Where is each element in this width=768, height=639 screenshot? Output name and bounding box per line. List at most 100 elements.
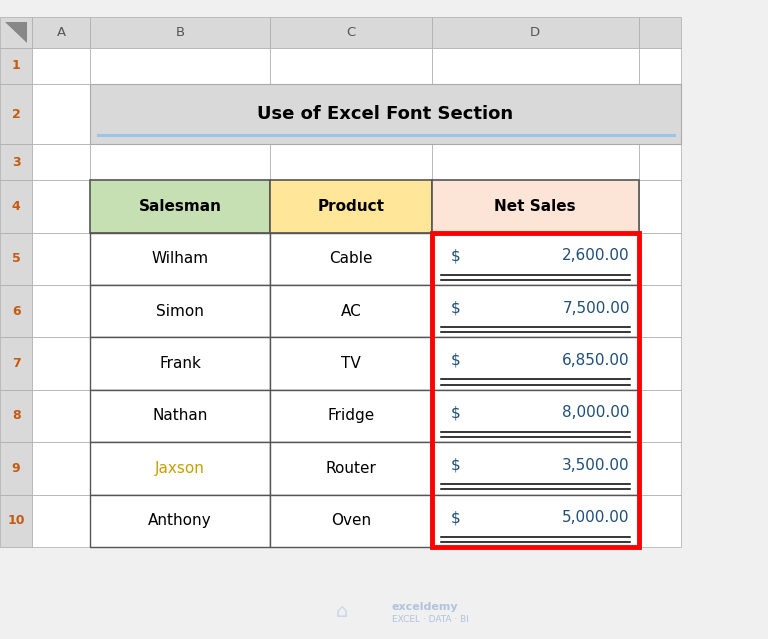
Bar <box>270 180 432 233</box>
Text: ⌂: ⌂ <box>336 602 348 621</box>
Bar <box>432 442 639 495</box>
Text: Oven: Oven <box>331 513 371 528</box>
Bar <box>0 17 32 48</box>
Text: 1: 1 <box>12 59 21 72</box>
Bar <box>270 495 432 547</box>
Text: B: B <box>176 26 184 39</box>
Text: Anthony: Anthony <box>148 513 212 528</box>
Bar <box>639 390 681 442</box>
Text: 8: 8 <box>12 410 21 422</box>
Bar <box>432 390 639 442</box>
Bar <box>432 180 639 233</box>
Bar <box>639 233 681 285</box>
Bar <box>0 337 32 390</box>
Bar <box>432 285 639 337</box>
Text: Use of Excel Font Section: Use of Excel Font Section <box>257 105 514 123</box>
Bar <box>432 390 639 442</box>
Text: Nathan: Nathan <box>152 408 208 424</box>
Bar <box>90 390 270 442</box>
Bar <box>432 233 639 285</box>
Bar <box>639 442 681 495</box>
Bar <box>90 84 270 144</box>
Text: $: $ <box>451 353 461 368</box>
Text: Frank: Frank <box>159 356 201 371</box>
Bar <box>32 390 90 442</box>
Bar <box>270 285 432 337</box>
Text: EXCEL · DATA · BI: EXCEL · DATA · BI <box>392 615 468 624</box>
Bar <box>0 48 32 84</box>
Bar <box>270 337 432 390</box>
Text: Net Sales: Net Sales <box>495 199 576 214</box>
Text: 5,000.00: 5,000.00 <box>562 510 630 525</box>
Bar <box>432 144 639 180</box>
Bar <box>639 84 681 144</box>
Bar <box>270 285 432 337</box>
Bar <box>270 180 432 233</box>
Bar <box>90 495 270 547</box>
Text: 6,850.00: 6,850.00 <box>562 353 630 368</box>
Bar <box>432 495 639 547</box>
Bar <box>432 337 639 390</box>
Bar <box>32 442 90 495</box>
Bar <box>90 233 270 285</box>
Bar <box>0 233 32 285</box>
Bar <box>639 48 681 84</box>
Text: Router: Router <box>326 461 376 476</box>
Text: Jaxson: Jaxson <box>155 461 205 476</box>
Polygon shape <box>5 22 28 43</box>
Bar <box>90 337 270 390</box>
Text: $: $ <box>451 300 461 316</box>
Bar <box>270 233 432 285</box>
Bar <box>32 48 90 84</box>
Bar <box>432 84 639 144</box>
Bar <box>0 180 32 233</box>
Text: TV: TV <box>341 356 361 371</box>
Bar <box>32 337 90 390</box>
Bar <box>432 233 639 547</box>
Bar <box>270 144 432 180</box>
Bar <box>639 144 681 180</box>
Bar <box>432 442 639 495</box>
Text: $: $ <box>451 458 461 473</box>
Bar <box>90 233 270 285</box>
Text: 10: 10 <box>8 514 25 527</box>
Text: Fridge: Fridge <box>327 408 375 424</box>
Bar <box>270 233 432 285</box>
Bar <box>270 48 432 84</box>
Bar <box>270 390 432 442</box>
Text: 7: 7 <box>12 357 21 370</box>
Text: AC: AC <box>340 304 362 319</box>
Bar <box>270 442 432 495</box>
Bar <box>0 390 32 442</box>
Text: Simon: Simon <box>156 304 204 319</box>
Text: Salesman: Salesman <box>138 199 222 214</box>
Bar <box>432 337 639 390</box>
Bar <box>90 337 270 390</box>
Bar <box>432 285 639 337</box>
Bar <box>639 337 681 390</box>
Text: 2: 2 <box>12 107 21 121</box>
Bar <box>90 495 270 547</box>
Bar <box>90 180 270 233</box>
Bar <box>90 48 270 84</box>
Bar <box>90 390 270 442</box>
Text: Wilham: Wilham <box>151 251 209 266</box>
Text: $: $ <box>451 405 461 420</box>
Bar <box>270 337 432 390</box>
Bar <box>270 390 432 442</box>
Bar <box>32 180 90 233</box>
Bar <box>639 17 681 48</box>
Text: 7,500.00: 7,500.00 <box>562 300 630 316</box>
Text: 4: 4 <box>12 200 21 213</box>
Bar <box>639 180 681 233</box>
Bar <box>90 144 270 180</box>
Text: 6: 6 <box>12 305 21 318</box>
Bar <box>90 17 270 48</box>
Text: 3: 3 <box>12 156 21 169</box>
Bar <box>270 495 432 547</box>
Bar <box>0 84 32 144</box>
Text: 2,600.00: 2,600.00 <box>562 248 630 263</box>
Bar <box>432 48 639 84</box>
Bar <box>0 285 32 337</box>
Bar <box>32 233 90 285</box>
